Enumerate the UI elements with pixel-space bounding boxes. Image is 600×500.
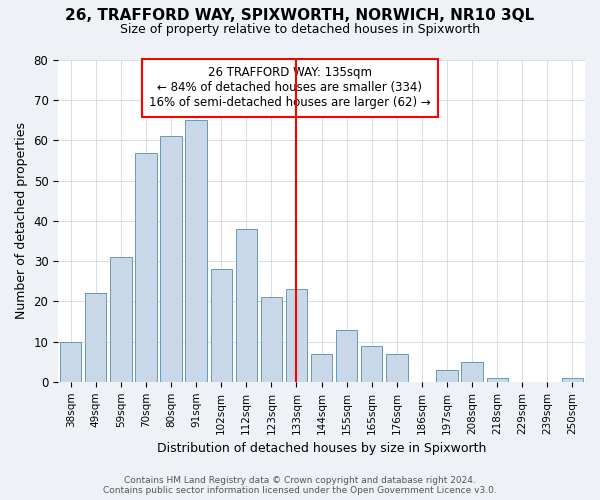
Bar (60, 342, 82, 382)
Bar (336, 330, 358, 382)
Bar (461, 362, 483, 382)
Bar (236, 229, 257, 382)
Text: 26 TRAFFORD WAY: 135sqm
← 84% of detached houses are smaller (334)
16% of semi-d: 26 TRAFFORD WAY: 135sqm ← 84% of detache… (149, 66, 431, 110)
Y-axis label: Number of detached properties: Number of detached properties (15, 122, 28, 320)
Bar (436, 370, 458, 382)
Bar (386, 354, 407, 382)
Bar (85, 294, 106, 382)
Bar (135, 152, 157, 382)
Bar (211, 269, 232, 382)
Text: Contains HM Land Registry data © Crown copyright and database right 2024.
Contai: Contains HM Land Registry data © Crown c… (103, 476, 497, 495)
Bar (286, 290, 307, 382)
Text: Size of property relative to detached houses in Spixworth: Size of property relative to detached ho… (120, 22, 480, 36)
X-axis label: Distribution of detached houses by size in Spixworth: Distribution of detached houses by size … (157, 442, 486, 455)
Bar (361, 346, 382, 382)
Text: 26, TRAFFORD WAY, SPIXWORTH, NORWICH, NR10 3QL: 26, TRAFFORD WAY, SPIXWORTH, NORWICH, NR… (65, 8, 535, 22)
Bar (261, 298, 282, 382)
Bar (311, 354, 332, 382)
Bar (487, 378, 508, 382)
Bar (562, 378, 583, 382)
Bar (110, 257, 131, 382)
Bar (185, 120, 207, 382)
Bar (160, 136, 182, 382)
